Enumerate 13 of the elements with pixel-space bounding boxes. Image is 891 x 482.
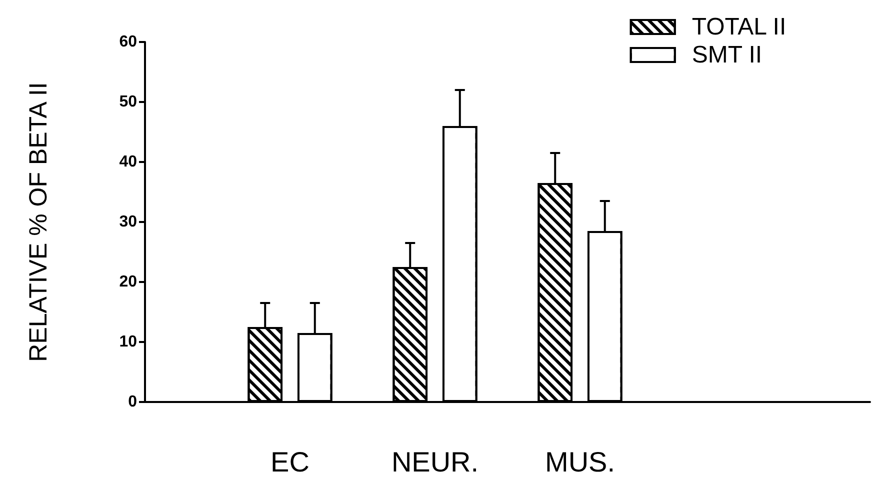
y-tick-label: 60 xyxy=(119,34,138,50)
x-tick-label: EC xyxy=(270,446,310,478)
y-tick-label: 40 xyxy=(119,154,138,170)
y-tick-label: 0 xyxy=(128,394,138,410)
legend-label: SMT II xyxy=(692,42,762,68)
y-tick-label: 20 xyxy=(119,274,138,290)
x-tick-label: NEUR. xyxy=(391,446,479,478)
y-tick-label: 10 xyxy=(119,334,138,350)
y-axis-title: RELATIVE % OF BETA II xyxy=(24,82,52,362)
y-tick-label: 50 xyxy=(119,94,138,110)
x-tick-label: MUS. xyxy=(545,446,615,478)
y-tick-label: 30 xyxy=(119,214,138,230)
legend-label: TOTAL II xyxy=(692,14,786,40)
